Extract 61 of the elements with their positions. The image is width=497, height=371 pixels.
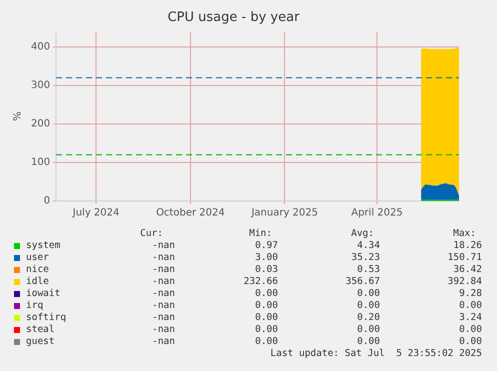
y-tick-label: 300 xyxy=(30,80,50,92)
y-axis-title: % xyxy=(12,112,24,122)
text: -nan xyxy=(152,288,175,300)
text: 36.42 xyxy=(453,264,482,276)
legend-label: idle xyxy=(26,276,49,288)
legend-label: user xyxy=(26,252,49,264)
text: 0.00 xyxy=(357,336,380,348)
legend-label: steal xyxy=(26,324,55,336)
text: 35.23 xyxy=(351,252,380,264)
text: 0.00 xyxy=(357,300,380,312)
legend-label: softirq xyxy=(26,312,66,324)
text: 0.00 xyxy=(255,336,278,348)
text: -nan xyxy=(152,324,175,336)
text: 18.26 xyxy=(453,240,482,252)
text: 3.24 xyxy=(459,312,482,324)
text: 0.00 xyxy=(255,288,278,300)
text: 232.66 xyxy=(244,276,278,288)
text: Last update: Sat Jul 5 23:55:02 2025 xyxy=(270,348,482,360)
text: 150.71 xyxy=(448,252,482,264)
x-tick-label: January 2025 xyxy=(250,208,318,219)
text: 0.53 xyxy=(357,264,380,276)
text: 0.00 xyxy=(357,324,380,336)
text: -nan xyxy=(152,264,175,276)
text: 0.03 xyxy=(255,264,278,276)
legend-label: system xyxy=(26,240,60,252)
text: Max: xyxy=(453,228,476,240)
text: Cur: xyxy=(140,228,163,240)
text: Avg: xyxy=(351,228,374,240)
text: 4.34 xyxy=(357,240,380,252)
text: -nan xyxy=(152,252,175,264)
text: Min: xyxy=(249,228,272,240)
x-tick-label: October 2024 xyxy=(156,208,225,219)
text: 392.84 xyxy=(448,276,482,288)
x-tick-label: July 2024 xyxy=(72,208,120,219)
text: -nan xyxy=(152,276,175,288)
text: -nan xyxy=(152,240,175,252)
text: -nan xyxy=(152,312,175,324)
text: 0.00 xyxy=(459,300,482,312)
y-tick-label: 200 xyxy=(30,118,50,130)
chart-title: CPU usage - by year xyxy=(168,10,300,26)
y-tick-label: 100 xyxy=(30,157,50,168)
legend-label: nice xyxy=(26,264,49,276)
y-tick-label: 0 xyxy=(44,196,50,207)
text: 0.00 xyxy=(255,324,278,336)
legend-label: irq xyxy=(26,300,44,312)
text: -nan xyxy=(152,300,175,312)
text: 0.00 xyxy=(255,312,278,324)
text: 9.28 xyxy=(459,288,482,300)
legend-label: iowait xyxy=(26,288,60,300)
text: -nan xyxy=(152,336,175,348)
text: 0.00 xyxy=(459,324,482,336)
y-tick-label: 400 xyxy=(30,42,50,53)
text: 0.00 xyxy=(255,300,278,312)
text: 0.97 xyxy=(255,240,278,252)
text: 0.20 xyxy=(357,312,380,324)
text: 3.00 xyxy=(255,252,278,264)
text: 0.00 xyxy=(357,288,380,300)
x-tick-label: April 2025 xyxy=(351,208,403,219)
legend-label: guest xyxy=(26,336,55,348)
text: 356.67 xyxy=(346,276,380,288)
text: 0.00 xyxy=(459,336,482,348)
